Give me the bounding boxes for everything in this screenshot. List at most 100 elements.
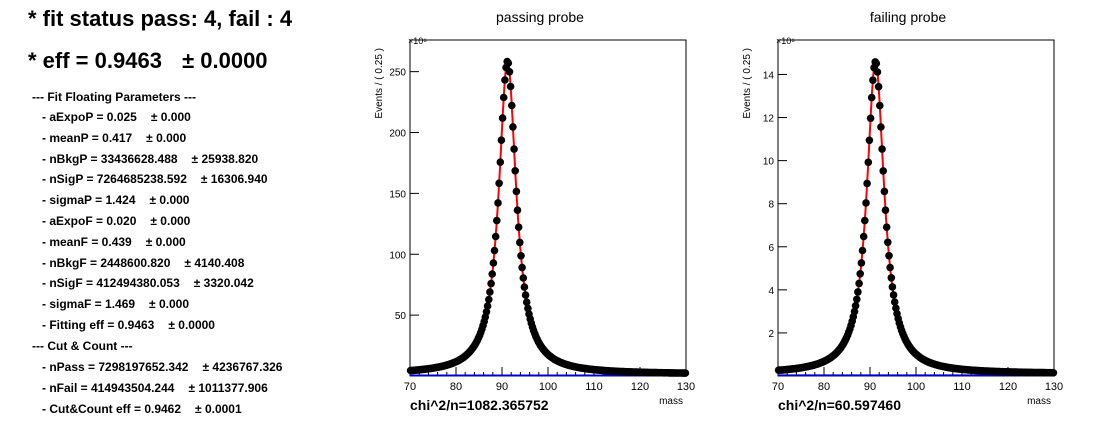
cut-count-row: - nFail = 414943504.244 ± 1011377.906 xyxy=(42,381,268,395)
data-point xyxy=(499,93,508,102)
data-point xyxy=(889,291,898,299)
fit-param-error: ± 0.0000 xyxy=(168,318,215,332)
data-point xyxy=(681,369,690,377)
data-point xyxy=(518,263,526,272)
x-tick-label: 110 xyxy=(585,381,603,393)
fit-param-row: - sigmaF = 1.469 ± 0.000 xyxy=(42,297,189,311)
fit-param-row: - nSigF = 412494380.053 ± 3320.042 xyxy=(42,276,254,290)
cut-count-label: - nPass = 7298197652.342 xyxy=(42,360,189,374)
data-point xyxy=(861,216,869,225)
y-tick-label: 100 xyxy=(389,250,406,261)
data-point xyxy=(865,136,874,145)
fit-curve xyxy=(777,59,1054,374)
fit-param-error: ± 16306.940 xyxy=(200,172,268,187)
data-point xyxy=(857,259,866,267)
fit-param-label: - sigmaP = 1.424 xyxy=(42,193,136,208)
data-point xyxy=(504,59,513,67)
data-point xyxy=(887,274,896,282)
data-point xyxy=(850,307,859,316)
data-point xyxy=(495,179,503,188)
data-point xyxy=(496,158,505,166)
plot-frame xyxy=(409,39,687,377)
data-point xyxy=(514,223,523,231)
cut-count-row: - nPass = 7298197652.342 ± 4236767.326 xyxy=(42,360,282,374)
x-tick-label: 120 xyxy=(631,381,649,393)
x-tick-label: 80 xyxy=(450,381,462,393)
data-point xyxy=(510,145,518,153)
fit-param-row: - meanF = 0.439 ± 0.000 xyxy=(42,235,186,249)
data-point xyxy=(872,59,881,68)
fit-curve xyxy=(410,59,686,375)
fit-param-label: - nSigP = 7264685238.592 xyxy=(42,172,187,187)
data-point xyxy=(856,270,864,278)
data-point xyxy=(488,270,496,278)
x-tick-label: 70 xyxy=(404,381,416,393)
data-point xyxy=(890,298,899,306)
fit-param-error: ± 0.000 xyxy=(150,214,191,228)
fit-param-error: ± 0.000 xyxy=(149,193,190,208)
chart-title: passing probe xyxy=(496,9,584,25)
fit-param-label: - meanF = 0.439 xyxy=(42,234,132,249)
data-point xyxy=(1049,369,1058,377)
data-point xyxy=(517,252,525,260)
cut-count-row: - Cut&Count eff = 0.9462 ± 0.0001 xyxy=(42,402,242,416)
cut-count-error: ± 1011377.906 xyxy=(188,380,268,395)
data-point xyxy=(867,93,876,102)
fit-param-label: - nBkgP = 33436628.488 xyxy=(42,151,178,166)
y-tick-label: 12 xyxy=(763,114,775,125)
y-tick-label: 150 xyxy=(389,189,406,200)
y-tick-label: 6 xyxy=(768,243,774,254)
data-point xyxy=(855,279,863,288)
fit-param-label: - aExpoF = 0.020 xyxy=(42,214,137,228)
x-tick-label: 100 xyxy=(907,381,925,393)
fit-param-error: ± 0.000 xyxy=(149,297,189,312)
data-point xyxy=(881,206,890,214)
data-point xyxy=(494,199,502,207)
y-tick-label: 200 xyxy=(389,129,406,140)
data-point xyxy=(512,187,521,196)
fit-param-label: - meanP = 0.417 xyxy=(42,130,133,145)
fit-param-label: - aExpoP = 0.025 xyxy=(42,110,137,124)
data-point xyxy=(497,136,506,144)
fit-param-row: - meanP = 0.417 ± 0.000 xyxy=(42,131,186,145)
x-tick-label: 90 xyxy=(864,381,876,393)
x-tick-label: 120 xyxy=(999,381,1017,393)
data-point xyxy=(884,238,892,247)
x-tick-label: 100 xyxy=(539,381,557,393)
cut-count-header: --- Cut & Count --- xyxy=(32,339,133,353)
y-axis-label: Events / ( 0.25 ) xyxy=(742,48,753,119)
data-point xyxy=(876,101,884,110)
efficiency-value: * eff = 0.9463 xyxy=(28,48,162,73)
fit-params-header: --- Fit Floating Parameters --- xyxy=(32,90,197,104)
data-point xyxy=(486,288,494,296)
x-axis-label: mass xyxy=(659,396,683,407)
y-axis-label: Events / ( 0.25 ) xyxy=(374,48,385,119)
fit-param-row: - Fitting eff = 0.9463 ± 0.0000 xyxy=(42,318,215,332)
fit-param-label: - nSigF = 412494380.053 xyxy=(42,276,180,291)
data-point xyxy=(501,76,509,84)
y-tick-label: 50 xyxy=(395,311,407,322)
chi2-label: chi^2/n=60.597460 xyxy=(778,397,901,413)
data-point xyxy=(483,302,492,310)
fit-param-label: - sigmaF = 1.469 xyxy=(42,297,136,312)
data-point xyxy=(508,101,516,110)
data-point xyxy=(858,246,867,255)
data-point xyxy=(520,283,529,291)
fit-param-row: - aExpoP = 0.025 ± 0.000 xyxy=(42,110,191,124)
chart-title: failing probe xyxy=(870,9,946,25)
data-point xyxy=(853,295,861,304)
fit-param-row: - nBkgF = 2448600.820 ± 4140.408 xyxy=(42,256,244,270)
cut-count-label: - nFail = 414943504.244 xyxy=(42,380,175,395)
fit-param-error: ± 4140.408 xyxy=(184,255,245,270)
passing-probe-chart: passing probe ×10⁶ Events / ( 0.25 ) mass ch… xyxy=(374,9,695,413)
y-tick-label: 250 xyxy=(389,68,406,79)
fit-param-error: ± 0.000 xyxy=(150,110,191,124)
data-point xyxy=(873,68,882,76)
data-point xyxy=(885,251,893,260)
fit-param-row: - aExpoF = 0.020 ± 0.000 xyxy=(42,214,190,228)
y-tick-label: 10 xyxy=(763,157,775,168)
data-point xyxy=(880,187,889,196)
y-multiplier: ×10⁶ xyxy=(408,36,427,46)
cut-count-error: ± 0.0001 xyxy=(195,401,242,416)
data-point xyxy=(862,199,870,207)
